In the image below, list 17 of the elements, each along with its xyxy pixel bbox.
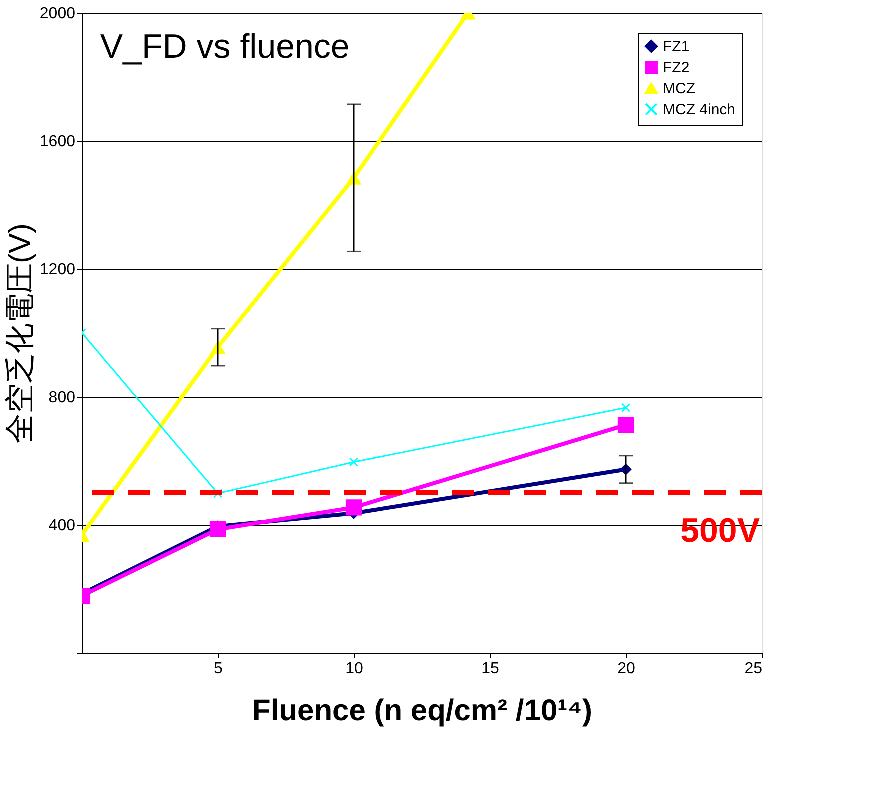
legend-label: MCZ [663, 80, 696, 98]
x-tick-label: 25 [744, 660, 763, 678]
legend-label: FZ1 [663, 38, 690, 56]
x-axis-title: Fluence (n eq/cm² /10¹⁴) [252, 694, 592, 728]
y-tick-label: 1200 [40, 262, 76, 278]
x-tick-label: 10 [346, 660, 364, 678]
y-axis-title: 全空乏化電圧(V) [4, 224, 37, 444]
x-tick-label: 15 [482, 660, 500, 678]
y-tick-label: 800 [48, 390, 76, 406]
y-tick-label: 400 [48, 518, 76, 534]
legend-label: FZ2 [663, 60, 690, 76]
legend-label: MCZ 4inch [663, 102, 736, 118]
y-tick-label: 2000 [40, 6, 76, 22]
y-tick-label: 1600 [40, 134, 76, 150]
x-tick-label: 20 [618, 660, 636, 678]
x-tick-label: 5 [214, 660, 224, 678]
chart-title: V_FD vs fluence [100, 28, 350, 66]
